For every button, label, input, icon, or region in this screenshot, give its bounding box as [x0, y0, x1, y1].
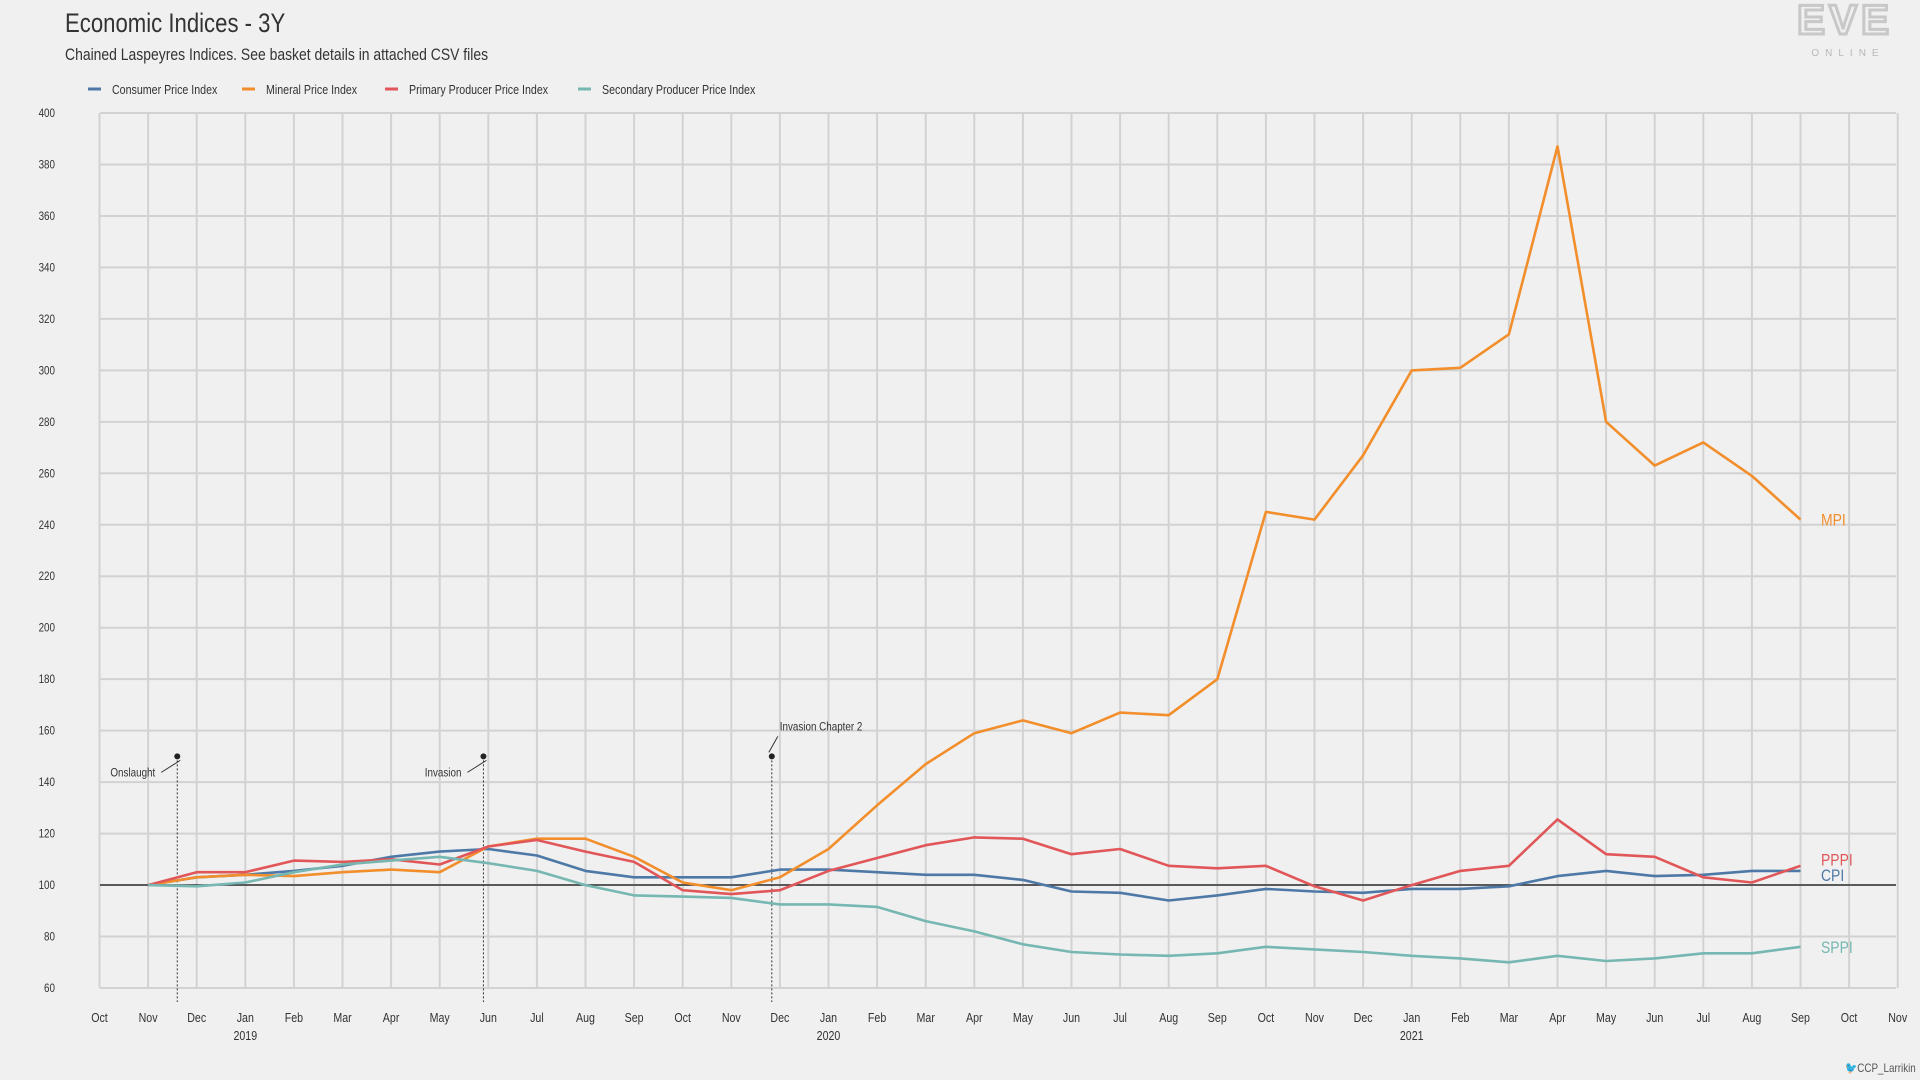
x-tick-label: May [1596, 1010, 1616, 1025]
x-tick-label: Nov [722, 1010, 741, 1025]
series-line-cpi [147, 847, 1801, 902]
x-tick-label: Aug [1159, 1010, 1178, 1025]
annotation-leader [467, 759, 487, 773]
y-tick-label: 220 [39, 570, 55, 583]
y-tick-label: 300 [39, 365, 55, 378]
x-tick-label: Sep [1791, 1010, 1810, 1025]
x-tick-label: Dec [1354, 1010, 1373, 1025]
logo-sub-text: ONLINE [1811, 48, 1884, 59]
y-tick-label: 340 [39, 262, 55, 275]
end-label-pppi: PPPI [1821, 852, 1853, 871]
series-line-pppi [147, 818, 1801, 902]
x-tick-label: Jun [1063, 1010, 1080, 1025]
twitter-bird-icon: 🐦 [1845, 1061, 1858, 1075]
credit-handle: CCP_Larrikin [1857, 1061, 1916, 1075]
x-tick-label: Jul [1696, 1010, 1710, 1025]
x-tick-label: Dec [770, 1010, 789, 1025]
end-label-mpi: MPI [1821, 511, 1846, 530]
x-tick-label: Jan [820, 1010, 837, 1025]
x-tick-label: Nov [1888, 1010, 1907, 1025]
x-tick-label: Jul [1113, 1010, 1127, 1025]
y-axis: 60 80 100 120 140 160 180 200 220 240 260 280 300 320… [39, 107, 55, 995]
legend-item-label: Mineral Price Index [266, 82, 357, 97]
annotation-label: Invasion [425, 767, 462, 780]
x-tick-label: Apr [966, 1010, 983, 1025]
chart-subtitle: Chained Laspeyres Indices. See basket de… [65, 45, 489, 64]
x-tick-label: Feb [285, 1010, 304, 1025]
x-year-label: 2019 [233, 1028, 257, 1043]
x-tick-label: Jan [1403, 1010, 1420, 1025]
y-tick-label: 160 [39, 725, 55, 738]
annotation-marker [480, 753, 487, 760]
annotation-marker [768, 753, 775, 760]
x-tick-label: Jan [237, 1010, 254, 1025]
y-tick-label: 140 [39, 776, 55, 789]
grid-lines [98, 112, 1899, 989]
x-tick-label: Nov [139, 1010, 158, 1025]
end-label-cpi: CPI [1821, 867, 1844, 886]
x-tick-label: Mar [917, 1010, 935, 1025]
x-tick-label: Oct [674, 1010, 691, 1025]
series-line-sppi [148, 855, 1801, 964]
x-tick-label: Mar [1500, 1010, 1518, 1025]
x-tick-label: Sep [1208, 1010, 1227, 1025]
y-tick-label: 320 [39, 313, 55, 326]
x-tick-label: Dec [187, 1010, 206, 1025]
author-credit[interactable]: 🐦CCP_Larrikin [1845, 1061, 1916, 1075]
y-tick-label: 380 [39, 159, 55, 172]
legend: Consumer Price Index Mineral Price Index P… [88, 82, 755, 97]
x-tick-label: Feb [1451, 1010, 1470, 1025]
y-tick-label: 200 [39, 622, 55, 635]
x-tick-label: May [1013, 1010, 1033, 1025]
y-tick-label: 80 [44, 931, 55, 944]
x-tick-label: Feb [868, 1010, 887, 1025]
x-tick-label: Nov [1305, 1010, 1324, 1025]
chart-title: Economic Indices - 3Y [65, 8, 286, 38]
y-tick-label: 360 [39, 210, 55, 223]
y-tick-label: 100 [39, 879, 55, 892]
legend-item-label: Secondary Producer Price Index [602, 82, 755, 97]
annotation-leader [160, 759, 181, 773]
y-tick-label: 400 [39, 107, 55, 120]
x-tick-label: Aug [1742, 1010, 1761, 1025]
x-year-label: 2021 [1400, 1028, 1424, 1043]
x-tick-label: Jun [1646, 1010, 1663, 1025]
series-lines [147, 145, 1802, 964]
x-axis: Oct Nov Dec Jan Feb Mar Apr May Jun Jul Aug Sep Oct N… [91, 1010, 1907, 1043]
x-tick-label: Oct [91, 1010, 108, 1025]
x-tick-label: Aug [576, 1010, 595, 1025]
x-tick-label: Apr [383, 1010, 400, 1025]
y-tick-label: 180 [39, 673, 55, 686]
y-tick-label: 120 [39, 828, 55, 841]
x-tick-label: Sep [625, 1010, 644, 1025]
annotation-label: Onslaught [110, 767, 155, 780]
x-tick-label: Apr [1549, 1010, 1566, 1025]
x-tick-label: May [430, 1010, 450, 1025]
legend-item-label: Consumer Price Index [112, 82, 217, 97]
x-tick-label: Oct [1841, 1010, 1858, 1025]
x-tick-label: Jun [480, 1010, 497, 1025]
event-annotations: Onslaught Invasion Invasion Chapter 2 [110, 721, 862, 1002]
y-tick-label: 280 [39, 416, 55, 429]
annotation-label: Invasion Chapter 2 [780, 721, 863, 734]
legend-item-label: Primary Producer Price Index [409, 82, 548, 97]
x-year-label: 2020 [817, 1028, 841, 1043]
annotation-leader [768, 736, 779, 753]
y-tick-label: 260 [39, 467, 55, 480]
y-tick-label: 240 [39, 519, 55, 532]
y-tick-label: 60 [44, 982, 55, 995]
annotation-marker [174, 753, 181, 760]
x-tick-label: Mar [333, 1010, 351, 1025]
series-line-mpi [147, 145, 1802, 892]
eve-online-logo: EVE ONLINE [1795, 2, 1893, 59]
x-tick-label: Oct [1258, 1010, 1275, 1025]
end-label-sppi: SPPI [1821, 939, 1853, 958]
logo-main-text: EVE [1797, 2, 1893, 43]
x-tick-label: Jul [530, 1010, 544, 1025]
